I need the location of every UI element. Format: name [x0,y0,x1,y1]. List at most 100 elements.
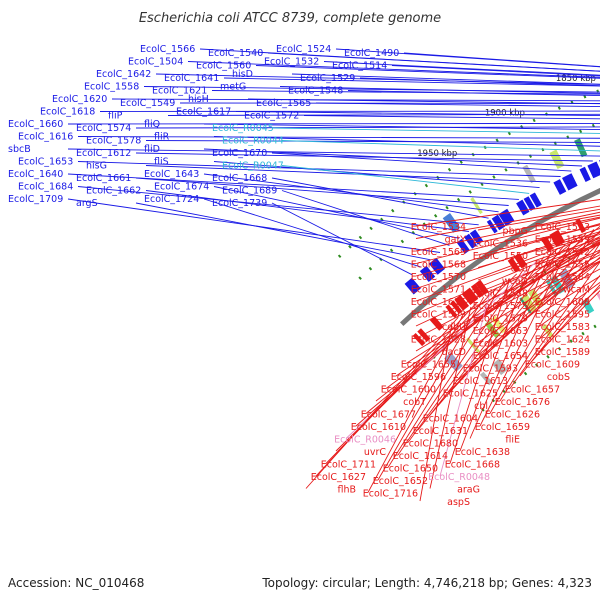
gene-label: EcolC_R0048 [428,472,490,483]
gene-label: pbpG [503,226,528,237]
gene-label: EcolC_1716 [363,489,418,500]
gene-label: EcolC_1570 [411,272,466,283]
gene-label: EcolC_1676 [495,397,550,408]
gene-arrow [486,219,498,234]
gene-label: EcolC_1724 [144,194,199,205]
leader-line [509,261,600,389]
leader-line [67,122,600,125]
gene-arrow [579,166,591,182]
leader-line [145,140,600,143]
gene-label: fliQ [144,119,160,130]
leader-line [477,224,600,256]
gene-label: EcolC_1575 [473,301,528,312]
gene-label: EcolC_1642 [96,69,151,80]
leader-line [203,148,583,167]
gene-arrow [553,179,567,195]
leader-line [135,202,431,261]
leader-line [203,123,600,130]
gene-label: EcolC_1663 [473,326,528,337]
leader-line [279,86,600,94]
gene-label: EcolC_1572 [244,111,299,122]
leader-line [477,216,600,243]
gene-arrow [417,328,431,342]
gene-label: EcolC_1652 [373,476,428,487]
leader-line [281,165,530,194]
gene-label: EcolC_1643 [144,169,199,180]
leader-line [539,233,600,252]
leader-line [415,228,600,289]
gene-label: EcolC_1603 [473,339,528,350]
gene-arrow [523,196,536,211]
gene-label: EcolC_1674 [154,182,209,193]
leader-line [167,113,600,116]
leader-line [479,240,573,427]
gene-arrow [445,304,458,318]
leader-line [77,186,479,226]
gene-label: EcolC_1668 [445,460,500,471]
gene-label: flhB [337,485,356,496]
gene-label: EcolC_1640 [8,169,63,180]
gene-label: fliS [154,157,169,168]
gene-label: dacD [442,347,466,358]
gene-label: EcolC_1709 [8,194,63,205]
gene-label: argS [76,198,98,209]
leader-line [415,211,600,252]
leader-line [347,90,600,97]
cog-segment [470,197,483,215]
cog-segment [442,213,461,233]
gene-label: EcolC_1650 [383,464,438,475]
leader-line [281,190,450,246]
cog-segment [479,371,493,386]
gene-label: EcolC_1536 [473,239,528,250]
gene-label: EcolC_1559 [535,235,590,246]
gene-label: EcolC_1620 [52,94,107,105]
gene-label: fliE [505,435,520,446]
gene-arrow [419,265,436,282]
gene-label: EcolC_1659 [475,422,530,433]
gene-label: EcolC_1549 [120,98,175,109]
gene-arrow [562,173,578,191]
leader-line [303,115,600,120]
gene-label: EcolC_1568 [411,260,466,271]
leader-line [385,231,600,389]
gene-arrow [587,161,600,179]
leader-line [477,231,600,268]
gene-label: EcolC_1661 [76,173,131,184]
gene-label: cbl [474,401,488,412]
gene-label: EcolC_1599 [411,310,466,321]
leader-line [477,257,600,331]
gene-arrow [469,229,484,245]
leader-line [391,65,600,77]
gene-label: EcolC_R0044 [222,136,284,147]
gene-label: EcolC_1613 [453,376,508,387]
gene-label: EcolC_1739 [212,198,267,209]
gene-label: EcolC_1548 [288,86,343,97]
gene-label: hisH [188,94,209,105]
leader-line [305,316,459,489]
leader-line [419,322,453,502]
gene-label: EcolC_1588 [473,289,528,300]
gene-label: EcolC_1566 [140,44,195,55]
gene-label: EcolC_1569 [411,247,466,258]
gene-arrow [404,277,421,295]
gene-label: EcolC_1621 [152,86,207,97]
gene-label: EcolC_1583 [535,322,590,333]
gene-label: EcolC_1670 [212,148,267,159]
gene-label: EcolC_1574 [76,123,131,134]
gene-arrow [464,233,477,249]
gene-label: EcolC_1655 [401,360,456,371]
forward-strand-track [404,159,600,295]
leader-line [477,249,600,306]
gene-arrow [456,238,470,254]
gene-label: EcolC_1657 [505,385,560,396]
scale-label: 1850 kbp [556,74,596,84]
gene-label: EcolC_1589 [535,347,590,358]
leader-line [539,252,600,277]
leader-line [415,217,600,264]
gene-label: EcolC_1677 [361,410,416,421]
gene-label: EcolC_1600 [381,385,436,396]
leader-line [477,208,600,231]
gene-arrow [475,279,489,295]
gene-label: EcolC_1596 [391,372,446,383]
gene-label: EcolC_1565 [256,98,311,109]
